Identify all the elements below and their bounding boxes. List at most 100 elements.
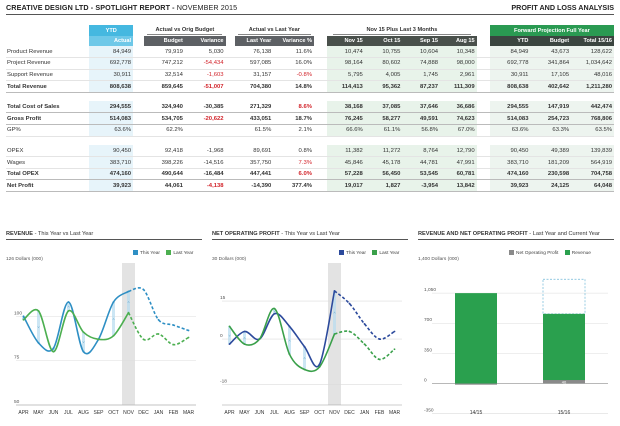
x-tick-label: OCT bbox=[314, 410, 325, 416]
table-cell: 564,919 bbox=[571, 156, 614, 169]
row-label: OPEX bbox=[6, 145, 90, 158]
table-cell: 114,413 bbox=[327, 80, 365, 93]
last-year-point bbox=[22, 318, 25, 321]
x-tick-label: JAN bbox=[154, 410, 164, 416]
row-label: Total Revenue bbox=[6, 80, 90, 93]
table-cell: 90,450 bbox=[89, 145, 134, 158]
this-year-point bbox=[127, 290, 130, 293]
x-tick-label: DEC bbox=[344, 410, 355, 416]
revenue-bar bbox=[543, 313, 585, 384]
table-cell: 139,839 bbox=[571, 145, 614, 158]
table-cell: 74,888 bbox=[402, 57, 441, 70]
y-tick-label: 0 bbox=[424, 377, 427, 383]
projection-outline bbox=[542, 278, 586, 315]
table-cell: -1,968 bbox=[184, 145, 226, 158]
table-cell: 6.0% bbox=[273, 168, 314, 181]
table-cell: 383,710 bbox=[489, 156, 531, 169]
table-cell: 98,164 bbox=[327, 57, 365, 70]
table-cell: 442,474 bbox=[571, 101, 614, 114]
net-profit-data-label: 40 bbox=[562, 380, 567, 385]
variance-arrow: ˅ bbox=[273, 309, 276, 314]
col-fwd-budget: Budget bbox=[530, 36, 572, 46]
table-cell: 63.3% bbox=[530, 124, 572, 137]
analysis-title: PROFIT AND LOSS ANALYSIS bbox=[511, 3, 614, 12]
table-cell: 76,138 bbox=[234, 46, 274, 59]
table-row: Net Profit 39,923 44,061 -4,138 -14,390 377.4… bbox=[6, 179, 614, 193]
table-cell: 474,160 bbox=[489, 168, 531, 181]
table-cell: 79,919 bbox=[144, 46, 185, 59]
last-year-point bbox=[142, 338, 145, 341]
table-cell: 63.5% bbox=[571, 124, 614, 137]
table-cell: 747,212 bbox=[144, 57, 185, 70]
table-cell: 31,157 bbox=[234, 69, 274, 82]
table-cell: 95,362 bbox=[364, 80, 403, 93]
table-cell: 10,348 bbox=[440, 46, 477, 59]
last-year-point bbox=[157, 333, 160, 335]
legend-revenue: Revenue bbox=[571, 251, 591, 256]
table-cell: 66.6% bbox=[327, 124, 365, 137]
row-label: Total OPEX bbox=[6, 168, 90, 181]
legend-swatch-last-year bbox=[166, 250, 172, 255]
table-cell: 43,673 bbox=[530, 46, 572, 59]
table-cell: 597,085 bbox=[234, 57, 274, 70]
table-cell: 98,000 bbox=[440, 57, 477, 70]
net-profit-chart-unit: 30 Dollars (000) bbox=[212, 257, 247, 262]
variance-arrow: ˅ bbox=[37, 324, 40, 329]
bar-chart-unit: 1,400 Dollars (000) bbox=[418, 257, 459, 262]
x-tick-label: FEB bbox=[375, 410, 385, 416]
table-cell: 0.8% bbox=[273, 145, 314, 158]
revenue-line-chart: 100 75 50 APR MAY JUN JUL AUG SEP OCT NOV DEC JAN FEB… bbox=[14, 263, 196, 416]
last-year-point bbox=[112, 334, 115, 337]
variance-arrow: ˅ bbox=[228, 333, 231, 338]
table-cell: 474,160 bbox=[89, 168, 134, 181]
current-month-band bbox=[122, 263, 135, 405]
table-row: OPEX 90,450 92,418 -1,968 89,691 0.8% 11,382 11… bbox=[6, 145, 614, 158]
legend-this-year: This Year bbox=[346, 251, 366, 256]
last-year-point bbox=[258, 338, 261, 340]
col-last-year: Last Year bbox=[234, 36, 274, 46]
legend-this-year: This Year bbox=[140, 251, 160, 256]
this-year-point bbox=[142, 288, 145, 291]
table-cell: 30,911 bbox=[89, 69, 134, 82]
table-cell: 10,604 bbox=[402, 46, 441, 59]
this-year-point bbox=[288, 325, 291, 328]
revenue-chart-unit: 126 Dollars (000) bbox=[6, 257, 43, 262]
x-tick-label: OCT bbox=[108, 410, 119, 416]
table-cell: 63.6% bbox=[489, 124, 531, 137]
table-cell: 357,750 bbox=[234, 156, 274, 169]
x-tick-label: JAN bbox=[360, 410, 370, 416]
col-fwd-total: Total 15/16 bbox=[571, 36, 614, 46]
x-tick-label: JUL bbox=[270, 410, 279, 416]
variance-arrow: ˄ bbox=[52, 347, 55, 352]
legend-last-year: Last Year bbox=[173, 251, 194, 256]
table-cell: -14,390 bbox=[234, 179, 274, 193]
table-cell: 271,329 bbox=[234, 101, 274, 114]
table-cell: 4,005 bbox=[364, 69, 403, 82]
table-cell: 808,638 bbox=[89, 80, 134, 93]
variance-arrow: ˄ bbox=[127, 300, 130, 305]
table-cell: 37,085 bbox=[364, 101, 403, 114]
table-cell: 8,764 bbox=[402, 145, 441, 158]
table-row: Total Cost of Sales 294,555 324,940 -30,385… bbox=[6, 101, 614, 114]
report-header: CREATIVE DESIGN LTD - SPOTLIGHT REPORT -… bbox=[6, 3, 614, 14]
last-year-point bbox=[273, 307, 276, 310]
table-cell: 181,209 bbox=[530, 156, 572, 169]
x-tick-label: NOV bbox=[123, 410, 135, 416]
revenue-chart-legend: This Year Last Year bbox=[128, 250, 193, 256]
y-tick-label: 50 bbox=[14, 399, 20, 405]
x-tick-label: APR bbox=[18, 410, 29, 416]
group-vs-budget: Actual vs Orig Budget bbox=[144, 25, 225, 36]
legend-swatch-this-year bbox=[133, 250, 138, 255]
table-row: Project Revenue 692,778 747,212 -54,434 597,… bbox=[6, 57, 614, 70]
this-year-point bbox=[333, 289, 336, 292]
net-profit-chart-panel: NET OPERATING PROFIT - This Year vs Last… bbox=[212, 231, 408, 423]
last-year-point bbox=[363, 343, 366, 346]
this-year-point bbox=[22, 315, 25, 318]
table-cell: 704,758 bbox=[571, 168, 614, 181]
this-year-point bbox=[112, 301, 115, 303]
table-cell: 53,545 bbox=[402, 168, 441, 181]
net-profit-chart-rule bbox=[212, 239, 408, 240]
table-cell: 38,168 bbox=[327, 101, 365, 114]
table-cell: 534,705 bbox=[144, 112, 185, 126]
table-cell: -20,622 bbox=[184, 112, 226, 126]
